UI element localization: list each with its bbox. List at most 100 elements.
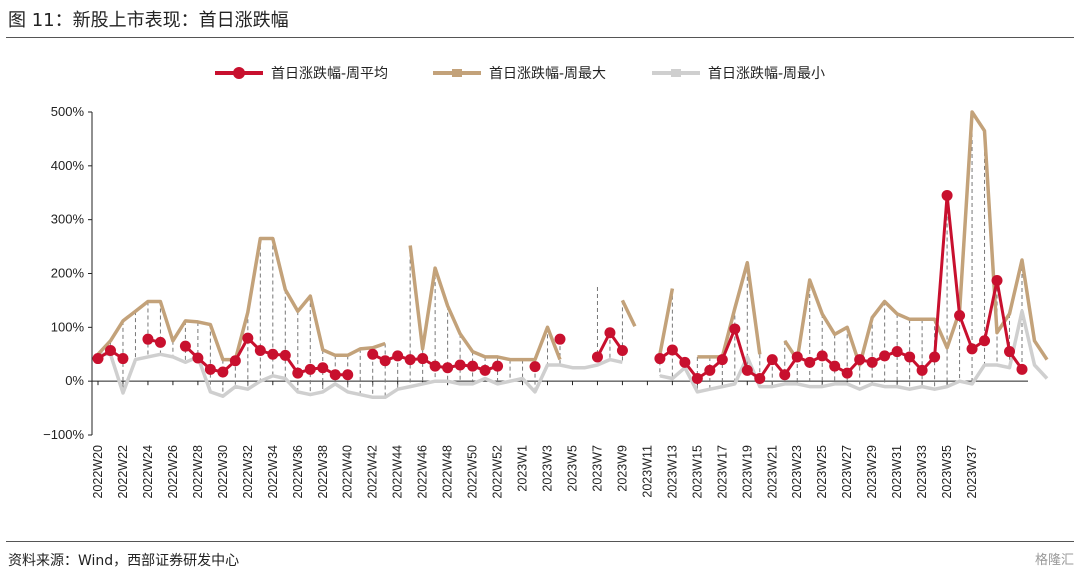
y-tick-label: 400%: [51, 158, 85, 173]
legend-label: 首日涨跌幅-周平均: [271, 66, 388, 82]
series-avg-point: [92, 353, 104, 365]
x-tick-label: 2023W3: [541, 445, 555, 492]
x-tick-label: 2023W17: [715, 445, 729, 499]
figure-title: 图 11：新股上市表现：首日涨跌幅: [8, 10, 289, 31]
series-avg-point: [979, 335, 991, 347]
bottom-rule: [6, 541, 1074, 542]
legend-marker: [233, 67, 245, 79]
series-avg-point: [454, 359, 466, 371]
series-avg-point: [616, 344, 628, 356]
series-avg-point: [941, 189, 953, 201]
x-tick-label: 2023W27: [840, 445, 854, 499]
series-avg-point: [179, 340, 191, 352]
x-tick-label: 2022W50: [466, 445, 480, 499]
series-avg-point: [392, 350, 404, 362]
series-avg-point: [217, 366, 229, 378]
series-avg-point: [142, 333, 154, 345]
legend-marker: [671, 69, 681, 77]
legend-marker: [452, 69, 462, 77]
series-avg-point: [442, 362, 454, 374]
legend-label: 首日涨跌幅-周最大: [489, 66, 606, 82]
x-tick-label: 2022W32: [241, 445, 255, 499]
series-avg-point: [1004, 346, 1016, 358]
series-avg-point: [654, 353, 666, 365]
x-tick-label: 2023W35: [940, 445, 954, 499]
legend: 首日涨跌幅-周平均 首日涨跌幅-周最大 首日涨跌幅-周最小: [215, 66, 825, 82]
x-tick-label: 2023W7: [590, 445, 604, 492]
series-avg-point: [267, 348, 279, 360]
series-avg-point: [904, 351, 916, 363]
x-tick-label: 2022W34: [266, 445, 280, 499]
x-tick-label: 2022W24: [141, 445, 155, 499]
series-avg-point: [804, 356, 816, 368]
series-avg-point: [292, 367, 304, 379]
series-avg-point: [317, 362, 329, 374]
x-tick-label: 2022W38: [316, 445, 330, 499]
y-tick-label: −100%: [43, 427, 84, 442]
series-avg-point: [716, 354, 728, 366]
watermark-logo: 格隆汇: [1034, 553, 1074, 568]
series-avg-point: [791, 351, 803, 363]
series-avg-point: [929, 351, 941, 363]
series-avg-point: [666, 344, 678, 356]
x-tick-label: 2022W46: [416, 445, 430, 499]
series-avg-point: [117, 353, 129, 365]
series-avg-point: [229, 355, 241, 367]
x-axis: 2022W20 2022W22 2022W24 2022W26 2022W28 2022W…: [91, 380, 1028, 499]
series-avg-point: [279, 349, 291, 361]
legend-label: 首日涨跌幅-周最小: [708, 66, 825, 82]
x-tick-label: 2023W13: [665, 445, 679, 499]
series-avg-point: [779, 369, 791, 381]
series-avg-point: [1016, 363, 1028, 375]
series-avg-point: [404, 354, 416, 366]
y-tick-label: 200%: [51, 266, 85, 281]
series-avg-point: [367, 348, 379, 360]
series-avg-point: [741, 364, 753, 376]
plot-series: [92, 110, 1049, 400]
series-avg-point: [429, 360, 441, 372]
series-avg-point: [604, 327, 616, 339]
series-avg-point: [467, 360, 479, 372]
source-note: 资料来源：Wind，西部证券研发中心: [8, 553, 240, 569]
x-tick-label: 2022W30: [216, 445, 230, 499]
series-avg-point: [704, 364, 716, 376]
y-tick-label: 100%: [51, 319, 85, 334]
x-tick-label: 2022W22: [116, 445, 130, 499]
series-avg-point: [816, 350, 828, 362]
series-avg-point: [479, 364, 491, 376]
y-tick-label: 0%: [65, 373, 84, 388]
series-avg-point: [242, 332, 254, 344]
x-tick-label: 2022W36: [291, 445, 305, 499]
series-avg-point: [691, 372, 703, 384]
series-avg-point: [854, 354, 866, 366]
series-avg-point: [104, 344, 116, 356]
x-tick-label: 2023W21: [765, 445, 779, 499]
series-avg-point: [866, 356, 878, 368]
series-avg-point: [254, 344, 266, 356]
x-tick-label: 2022W42: [366, 445, 380, 499]
series-avg-point: [954, 309, 966, 321]
series-avg-point: [966, 343, 978, 355]
series-avg-point: [204, 363, 216, 375]
series-avg-point: [766, 354, 778, 366]
x-tick-label: 2023W37: [965, 445, 979, 499]
series-avg-point: [679, 356, 691, 368]
series-min-line: [98, 309, 1049, 400]
x-tick-label: 2023W31: [890, 445, 904, 499]
y-tick-label: 500%: [51, 104, 85, 119]
series-avg-point: [891, 346, 903, 358]
x-tick-label: 2022W48: [441, 445, 455, 499]
x-tick-label: 2023W15: [690, 445, 704, 499]
chart-area: 首日涨跌幅-周平均 首日涨跌幅-周最大 首日涨跌幅-周最小 −100% 0% 100% 2…: [43, 66, 1049, 499]
series-avg-point: [154, 336, 166, 348]
x-tick-label: 2023W11: [640, 445, 654, 498]
series-avg-point: [591, 351, 603, 363]
series-avg-point: [879, 350, 891, 362]
series-avg-point: [829, 360, 841, 372]
series-avg-point: [192, 352, 204, 364]
series-avg-point: [754, 372, 766, 384]
x-tick-label: 2023W33: [915, 445, 929, 499]
series-avg-point: [916, 364, 928, 376]
series-max-line: [96, 110, 1049, 367]
x-tick-label: 2023W5: [565, 445, 579, 492]
